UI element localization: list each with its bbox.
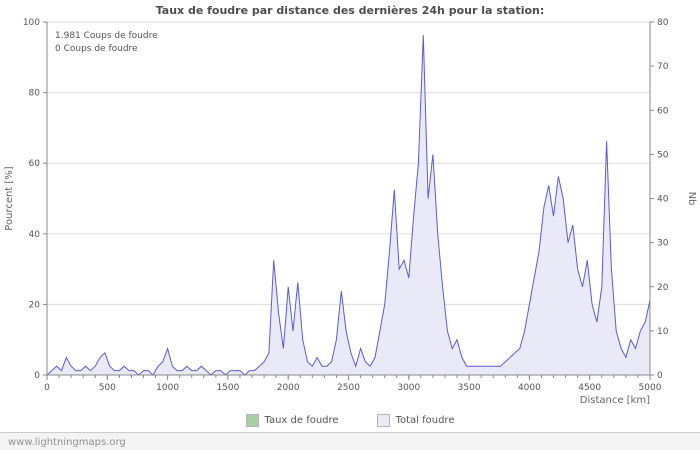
chart-title: Taux de foudre par distance des dernière… xyxy=(155,4,545,17)
lightningmaps-link[interactable]: www.lightningmaps.org xyxy=(8,436,126,448)
svg-text:5000: 5000 xyxy=(639,383,662,393)
svg-text:2000: 2000 xyxy=(277,383,300,393)
svg-text:1000: 1000 xyxy=(156,383,179,393)
svg-text:4500: 4500 xyxy=(578,383,601,393)
svg-text:500: 500 xyxy=(99,383,116,393)
svg-text:60: 60 xyxy=(29,159,41,169)
chart-legend: Taux de foudre Total foudre xyxy=(0,414,700,427)
svg-text:80: 80 xyxy=(29,89,41,99)
svg-text:50: 50 xyxy=(657,150,669,160)
legend-label-taux: Taux de foudre xyxy=(264,415,339,426)
svg-text:20: 20 xyxy=(29,300,41,310)
taux-de-foudre-swatch xyxy=(245,414,259,427)
annotation-station-strikes: 0 Coups de foudre xyxy=(55,44,138,54)
svg-text:3000: 3000 xyxy=(397,383,420,393)
svg-text:30: 30 xyxy=(657,239,669,249)
svg-text:0: 0 xyxy=(657,371,663,381)
svg-text:0: 0 xyxy=(44,383,50,393)
svg-text:10: 10 xyxy=(657,327,669,337)
svg-text:Nb: Nb xyxy=(686,192,697,206)
svg-text:80: 80 xyxy=(657,18,669,28)
lightning-distance-chart: 0 500 1000 1500 2000 2500 3000 3500 4000 4500 5000… xyxy=(4,18,697,406)
svg-text:1500: 1500 xyxy=(216,383,239,393)
svg-text:40: 40 xyxy=(29,230,41,240)
svg-text:60: 60 xyxy=(657,106,669,116)
legend-item-taux: Taux de foudre xyxy=(245,414,339,427)
footer-bar: www.lightningmaps.org xyxy=(0,432,700,450)
svg-text:2500: 2500 xyxy=(337,383,360,393)
total-foudre-swatch xyxy=(376,414,390,427)
svg-text:Pourcent [%]: Pourcent [%] xyxy=(4,166,15,231)
svg-text:20: 20 xyxy=(657,283,669,293)
svg-text:100: 100 xyxy=(23,18,40,28)
svg-text:0: 0 xyxy=(34,371,40,381)
svg-text:4000: 4000 xyxy=(518,383,541,393)
svg-text:Distance [km]: Distance [km] xyxy=(580,395,650,406)
legend-label-total: Total foudre xyxy=(395,415,455,426)
svg-text:3500: 3500 xyxy=(458,383,481,393)
annotation-total-strikes: 1.981 Coups de foudre xyxy=(55,31,158,41)
svg-text:40: 40 xyxy=(657,195,669,205)
legend-item-total: Total foudre xyxy=(376,414,455,427)
svg-text:70: 70 xyxy=(657,62,669,72)
